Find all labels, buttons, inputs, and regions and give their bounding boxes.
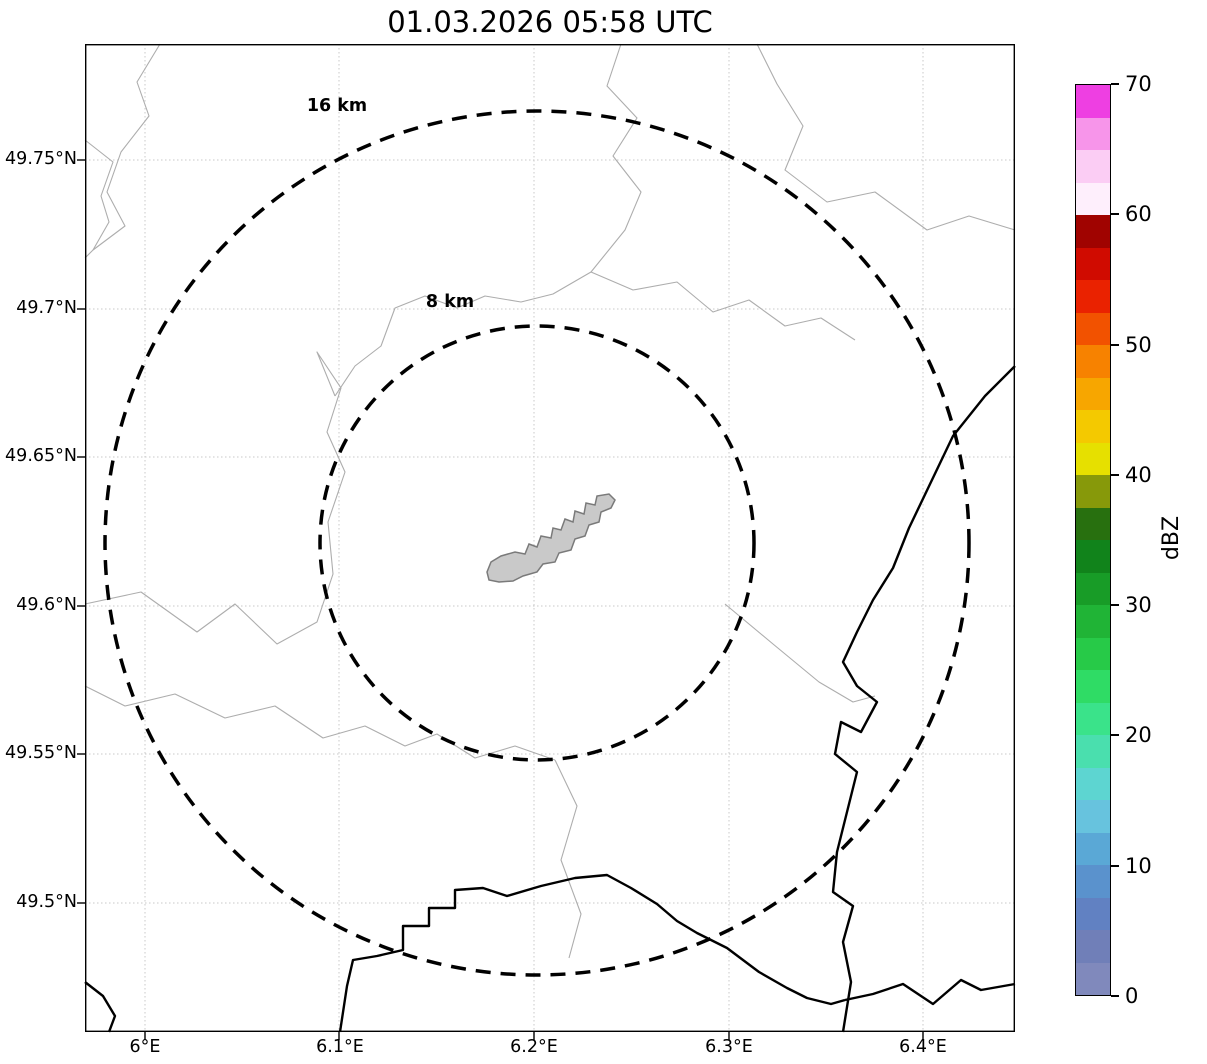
colorbar-segment <box>1076 962 1110 995</box>
colorbar-tick-label: 30 <box>1125 593 1152 618</box>
colorbar-axis-label: dBZ <box>1159 515 1184 561</box>
map-panel: 16 km 8 km <box>77 43 1016 1040</box>
ring-label-16km: 16 km <box>307 96 367 116</box>
colorbar-tick-mark <box>1111 83 1119 85</box>
x-tick-label: 6°E <box>129 1037 161 1057</box>
y-tick-label: 49.6°N <box>16 595 77 615</box>
range-ring-16km <box>103 109 971 977</box>
colorbar-segment <box>1076 182 1110 215</box>
colorbar-segment <box>1076 605 1110 638</box>
colorbar-tick-mark <box>1111 343 1119 346</box>
airport-area-polygon <box>486 493 616 583</box>
ring-label-8km: 8 km <box>426 292 474 312</box>
colorbar-segment <box>1076 150 1110 183</box>
colorbar-segment <box>1076 572 1110 605</box>
axes-frame <box>84 43 1015 1032</box>
colorbar-tick-label: 20 <box>1125 723 1152 748</box>
border-river-east <box>831 365 1016 1033</box>
colorbar-segment <box>1076 410 1110 443</box>
colorbar-segment <box>1076 442 1110 475</box>
colorbar-tick-mark <box>1111 473 1119 476</box>
colorbar-tick-label: 40 <box>1125 462 1152 487</box>
colorbar-tick-mark <box>1111 213 1119 216</box>
x-tick-label: 6.4°E <box>899 1037 947 1057</box>
y-tick-label: 49.7°N <box>16 298 77 318</box>
colorbar-tick-label: 0 <box>1125 984 1139 1008</box>
colorbar-segment <box>1076 247 1110 280</box>
axis-tick-marks <box>77 159 924 1040</box>
country-border-lines <box>84 365 1016 1033</box>
y-tick-label: 49.65°N <box>5 446 77 466</box>
y-tick-label: 49.5°N <box>16 892 77 912</box>
colorbar-tick-mark <box>1111 864 1119 867</box>
colorbar-tick-label: 10 <box>1125 853 1152 878</box>
colorbar-tick-label: 50 <box>1125 332 1152 357</box>
colorbar-segment <box>1076 637 1110 670</box>
colorbar-segment <box>1076 800 1110 833</box>
colorbar-tick-mark <box>1111 995 1119 997</box>
map-canvas: 16 km 8 km <box>77 43 1016 1040</box>
admin-boundary-lines <box>84 43 1016 959</box>
colorbar-segment <box>1076 377 1110 410</box>
border-south <box>338 873 846 1033</box>
colorbar-segment <box>1076 117 1110 150</box>
colorbar-segment <box>1076 865 1110 898</box>
colorbar-tick-label: 70 <box>1125 72 1152 96</box>
plot-title: 01.03.2026 05:58 UTC <box>387 5 713 39</box>
colorbar-segment <box>1076 767 1110 800</box>
colorbar-segment <box>1076 475 1110 508</box>
border-south-east <box>844 978 1016 1006</box>
colorbar-segment <box>1076 85 1110 118</box>
colorbar-tick-label: 60 <box>1125 202 1152 227</box>
colorbar-segment <box>1076 507 1110 540</box>
colorbar-segment <box>1076 735 1110 768</box>
grid-lines <box>85 44 1015 1032</box>
y-tick-label: 49.55°N <box>5 743 77 763</box>
x-tick-label: 6.1°E <box>316 1037 364 1057</box>
border-south-west <box>84 981 117 1033</box>
colorbar-segment <box>1076 897 1110 930</box>
colorbar-segment <box>1076 930 1110 963</box>
range-ring-8km <box>318 324 756 762</box>
y-tick-label: 49.75°N <box>5 149 77 169</box>
colorbar-gradient <box>1075 84 1111 996</box>
colorbar-segment <box>1076 540 1110 573</box>
colorbar-segment <box>1076 670 1110 703</box>
colorbar-segment <box>1076 312 1110 345</box>
colorbar-segment <box>1076 215 1110 248</box>
colorbar-tick-mark <box>1111 734 1119 737</box>
x-tick-label: 6.3°E <box>705 1037 753 1057</box>
colorbar-segment <box>1076 832 1110 865</box>
colorbar-segment <box>1076 702 1110 735</box>
colorbar-segment <box>1076 345 1110 378</box>
colorbar-tick-mark <box>1111 604 1119 607</box>
x-tick-label: 6.2°E <box>510 1037 558 1057</box>
colorbar-segment <box>1076 280 1110 313</box>
